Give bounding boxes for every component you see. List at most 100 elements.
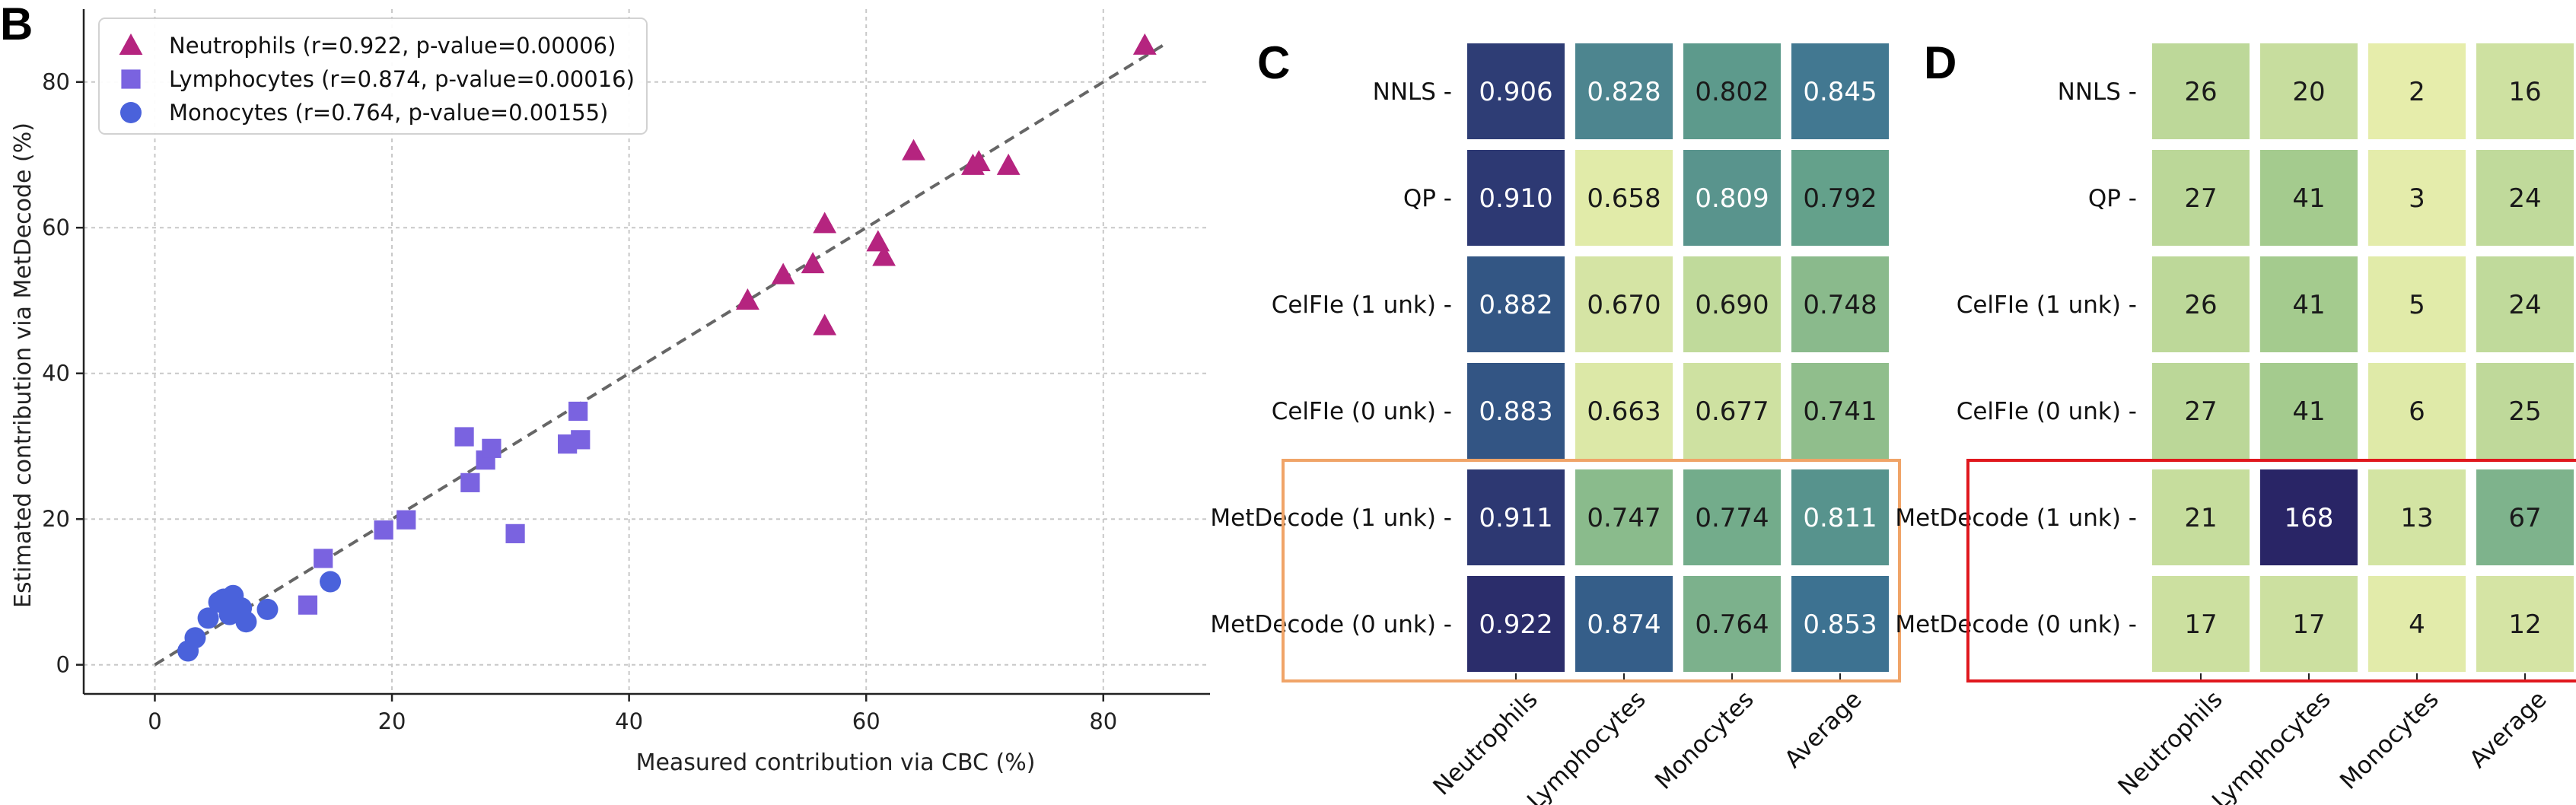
cell-value-r3-c0: 0.883	[1479, 396, 1552, 427]
cell-value-r1-c2: 0.809	[1695, 183, 1769, 214]
cell-value-r0-c3: 0.845	[1803, 77, 1877, 107]
cell-value-r1-c1: 41	[2292, 183, 2325, 214]
cell-value-r2-c1: 41	[2292, 290, 2325, 320]
point-triangle-4	[813, 313, 837, 336]
row-label-3: CelFIe (0 unk) -	[1272, 398, 1452, 425]
row-label-5: MetDecode (0 unk) -	[1210, 611, 1452, 638]
highlight-box	[1966, 459, 2576, 682]
legend-entry-square: Lymphocytes (r=0.874, p-value=0.00016)	[169, 66, 635, 92]
cell-value-r2-c3: 0.748	[1803, 290, 1877, 320]
cell-value-r4-c0: 21	[2184, 503, 2217, 533]
cell-r1-c2	[2368, 150, 2466, 246]
cell-r1-c3	[2476, 150, 2574, 246]
cell-r4-c0	[2152, 469, 2250, 565]
x-tick-label-2: 40	[615, 708, 643, 734]
cell-r4-c1	[1575, 469, 1673, 565]
cell-value-r1-c3: 0.792	[1803, 183, 1877, 214]
legend-marker-triangle	[119, 33, 143, 55]
x-tick-label-1: 20	[378, 708, 406, 734]
col-label-0: Neutrophils	[1428, 686, 1543, 800]
cell-r3-c3	[1791, 363, 1889, 459]
col-label-0: Neutrophils	[2113, 686, 2227, 800]
cell-value-r4-c2: 0.774	[1695, 503, 1769, 533]
cell-r4-c3	[2476, 469, 2574, 565]
cell-r0-c1	[1575, 43, 1673, 139]
legend-marker-square	[121, 69, 141, 89]
row-label-4: MetDecode (1 unk) -	[1210, 504, 1452, 532]
series-circle	[177, 571, 342, 662]
point-triangle-2	[801, 252, 825, 274]
cell-r1-c0	[2152, 150, 2250, 246]
cell-r2-c1	[2260, 256, 2358, 352]
cell-r0-c0	[1467, 43, 1565, 139]
cell-value-r2-c2: 0.690	[1695, 290, 1769, 320]
cell-r1-c0	[1467, 150, 1565, 246]
correlation-heatmap: NNLS - 0.906 0.828 0.802 0.845 QP - 0.910 0.658…	[1210, 43, 1901, 805]
point-square-5	[460, 473, 480, 492]
point-triangle-5	[866, 230, 890, 252]
point-square-4	[454, 427, 474, 447]
point-triangle-1	[771, 262, 795, 285]
cell-r0-c3	[2476, 43, 2574, 139]
row-label-3: CelFIe (0 unk) -	[1957, 398, 2137, 425]
cell-r3-c1	[1575, 363, 1673, 459]
panel-c-letter: C	[1257, 37, 1290, 88]
scatter-points	[177, 33, 1157, 662]
cell-r2-c0	[2152, 256, 2250, 352]
cell-value-r1-c0: 27	[2184, 183, 2217, 214]
identity-reference-line	[154, 44, 1164, 667]
point-square-3	[396, 510, 416, 530]
cell-value-r2-c0: 0.882	[1479, 290, 1552, 320]
cell-value-r0-c0: 0.906	[1479, 77, 1552, 107]
legend-marker-circle	[120, 102, 142, 123]
cell-r5-c3	[1791, 576, 1889, 672]
cell-value-r0-c1: 20	[2292, 77, 2325, 107]
row-label-1: QP -	[2088, 185, 2137, 212]
point-square-10	[568, 401, 588, 422]
point-triangle-11	[1132, 33, 1157, 55]
legend-entry-triangle: Neutrophils (r=0.922, p-value=0.00006)	[169, 33, 616, 59]
cell-r3-c3	[2476, 363, 2574, 459]
cell-r1-c3	[1791, 150, 1889, 246]
cell-r5-c3	[2476, 576, 2574, 672]
cell-value-r5-c1: 0.874	[1587, 609, 1661, 640]
y-tick-label-2: 40	[42, 361, 70, 387]
y-tick-label-1: 20	[42, 506, 70, 532]
cell-value-r2-c2: 5	[2409, 290, 2425, 320]
cell-r5-c0	[1467, 576, 1565, 672]
cell-r0-c3	[1791, 43, 1889, 139]
cell-value-r0-c1: 0.828	[1587, 77, 1661, 107]
cell-value-r2-c1: 0.670	[1587, 290, 1661, 320]
panel-d-letter: D	[1924, 37, 1957, 88]
cell-r3-c0	[2152, 363, 2250, 459]
cell-r4-c3	[1791, 469, 1889, 565]
cell-r3-c2	[2368, 363, 2466, 459]
cell-value-r0-c2: 2	[2409, 77, 2425, 107]
row-label-4: MetDecode (1 unk) -	[1895, 504, 2137, 532]
point-square-1	[314, 549, 333, 568]
panel-b-letter: B	[0, 0, 33, 49]
legend-box	[98, 18, 648, 135]
x-tick-label-0: 0	[148, 708, 161, 734]
y-tick-label-0: 0	[56, 652, 70, 678]
point-square-8	[505, 523, 525, 543]
point-square-2	[374, 520, 393, 540]
y-tick-label-3: 60	[42, 215, 70, 240]
cell-value-r3-c3: 0.741	[1803, 396, 1877, 427]
cell-r2-c1	[1575, 256, 1673, 352]
point-circle-2	[197, 607, 219, 629]
cell-r0-c2	[1683, 43, 1781, 139]
cell-r0-c1	[2260, 43, 2358, 139]
point-circle-10	[212, 588, 234, 610]
cell-r5-c2	[1683, 576, 1781, 672]
cell-value-r2-c3: 24	[2508, 290, 2541, 320]
cell-r5-c2	[2368, 576, 2466, 672]
cell-r1-c2	[1683, 150, 1781, 246]
cell-r4-c2	[1683, 469, 1781, 565]
point-circle-8	[256, 598, 279, 620]
point-triangle-0	[736, 288, 759, 310]
cell-r3-c1	[2260, 363, 2358, 459]
row-label-2: CelFIe (1 unk) -	[1272, 291, 1452, 319]
